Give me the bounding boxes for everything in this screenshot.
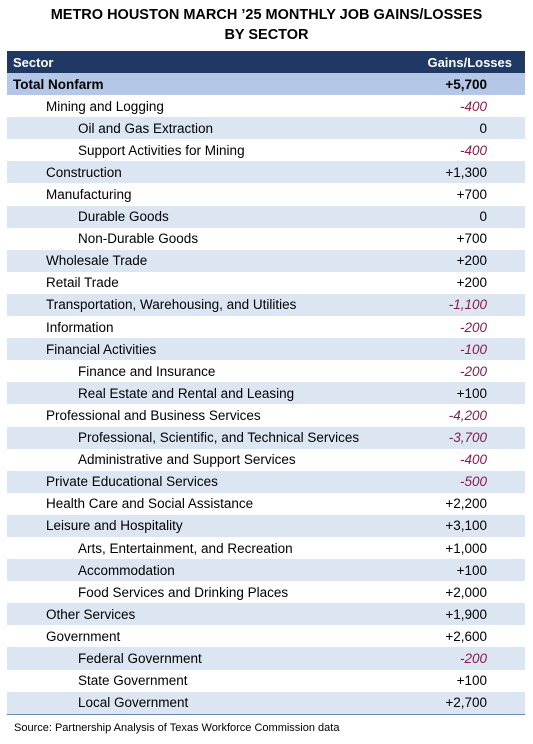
table-row: Construction +1,300 [7, 161, 525, 184]
sector-name: Leisure and Hospitality [46, 518, 183, 534]
page-title: METRO HOUSTON MARCH ’25 MONTHLY JOB GAIN… [0, 5, 533, 45]
sector-name: Administrative and Support Services [78, 452, 296, 468]
table-row: Administrative and Support Services -400 [7, 449, 525, 471]
gains-losses-value: -100 [459, 341, 487, 357]
table-row: Arts, Entertainment, and Recreation +1,00… [7, 537, 525, 559]
sector-name: Information [46, 319, 114, 335]
gains-losses-value: -1,100 [448, 297, 487, 313]
gains-losses-value: +100 [456, 562, 487, 578]
table-header: Sector Gains/Losses [7, 51, 525, 73]
gains-losses-value: -400 [459, 98, 487, 114]
table-row: Professional and Business Services -4,200 [7, 404, 525, 426]
table-row: Government +2,600 [7, 625, 525, 647]
table-row: Manufacturing +700 [7, 183, 525, 205]
table-row: Transportation, Warehousing, and Utiliti… [7, 293, 525, 317]
gains-losses-value: -200 [459, 319, 487, 335]
gains-losses-value: 0 [479, 120, 487, 136]
job-gains-table: Sector Gains/Losses Total Nonfarm +5,700 M… [7, 51, 525, 715]
title-line-1: METRO HOUSTON MARCH ’25 MONTHLY JOB GAIN… [50, 7, 483, 23]
table-row: Non-Durable Goods +700 [7, 228, 525, 250]
table-row: Support Activities for Mining -400 [7, 139, 525, 161]
gains-losses-value: +100 [456, 673, 487, 689]
gains-losses-value: +5,700 [445, 76, 487, 92]
table-row: Professional, Scientific, and Technical … [7, 426, 525, 449]
table-row: Wholesale Trade +200 [7, 249, 525, 272]
gains-losses-value: +100 [456, 385, 487, 401]
title-line-2: BY SECTOR [224, 27, 309, 43]
sector-name: Transportation, Warehousing, and Utiliti… [46, 297, 297, 313]
table-row: Information -200 [7, 316, 525, 338]
sector-name: Total Nonfarm [13, 76, 104, 92]
table-row: Financial Activities -100 [7, 338, 525, 361]
sector-name: Government [46, 628, 121, 644]
table-row: Retail Trade +200 [7, 272, 525, 294]
sector-name: Federal Government [78, 650, 202, 666]
gains-losses-value: +200 [456, 275, 487, 291]
sector-name: Support Activities for Mining [78, 142, 245, 158]
gains-losses-value: -400 [459, 142, 487, 158]
table-row: Oil and Gas Extraction 0 [7, 117, 525, 140]
header-sector: Sector [13, 54, 54, 70]
table-row: Total Nonfarm +5,700 [7, 73, 525, 96]
gains-losses-value: -500 [459, 474, 487, 490]
sector-name: Private Educational Services [46, 474, 218, 490]
table-row: Durable Goods 0 [7, 205, 525, 228]
table-row: Food Services and Drinking Places +2,000 [7, 581, 525, 603]
sector-name: Mining and Logging [46, 98, 164, 114]
sector-name: Manufacturing [46, 187, 132, 203]
table-row: Health Care and Social Assistance +2,200 [7, 493, 525, 515]
sector-name: Accommodation [78, 562, 175, 578]
sector-name: Other Services [46, 606, 136, 622]
sector-name: Oil and Gas Extraction [78, 120, 214, 136]
table-body: Total Nonfarm +5,700 Mining and Logging -40… [7, 73, 525, 714]
gains-losses-value: +2,700 [445, 695, 487, 711]
table-row: Real Estate and Rental and Leasing +100 [7, 382, 525, 405]
table-row: Mining and Logging -400 [7, 95, 525, 117]
gains-losses-value: 0 [479, 209, 487, 225]
gains-losses-value: -4,200 [448, 407, 487, 423]
header-gains-losses: Gains/Losses [427, 54, 512, 70]
gains-losses-value: -200 [459, 363, 487, 379]
gains-losses-value: -400 [459, 452, 487, 468]
gains-losses-value: +200 [456, 253, 487, 269]
gains-losses-value: +1,900 [445, 606, 487, 622]
sector-name: Arts, Entertainment, and Recreation [78, 540, 293, 556]
gains-losses-value: +1,300 [445, 164, 487, 180]
gains-losses-value: +2,600 [445, 628, 487, 644]
gains-losses-value: +700 [456, 231, 487, 247]
table-row: Federal Government -200 [7, 647, 525, 670]
gains-losses-value: +700 [456, 187, 487, 203]
table-row: State Government +100 [7, 670, 525, 692]
table-row: Private Educational Services -500 [7, 470, 525, 493]
sector-name: Wholesale Trade [46, 253, 148, 269]
table-row: Finance and Insurance -200 [7, 360, 525, 382]
sector-name: Real Estate and Rental and Leasing [78, 385, 295, 401]
table-row: Accommodation +100 [7, 559, 525, 582]
sector-name: Non-Durable Goods [78, 231, 199, 247]
gains-losses-value: +2,000 [445, 584, 487, 600]
sector-name: Construction [46, 164, 122, 180]
sector-name: Durable Goods [78, 209, 169, 225]
sector-name: Retail Trade [46, 275, 119, 291]
gains-losses-value: +3,100 [445, 518, 487, 534]
gains-losses-value: -3,700 [448, 430, 487, 446]
table-row: Local Government +2,700 [7, 691, 525, 714]
table-row: Other Services +1,900 [7, 603, 525, 626]
gains-losses-value: -200 [459, 650, 487, 666]
table-row: Leisure and Hospitality +3,100 [7, 514, 525, 537]
sector-name: State Government [78, 673, 188, 689]
sector-name: Professional, Scientific, and Technical … [78, 430, 360, 446]
sector-name: Food Services and Drinking Places [78, 584, 289, 600]
gains-losses-value: +2,200 [445, 496, 487, 512]
sector-name: Local Government [78, 695, 189, 711]
sector-name: Finance and Insurance [78, 363, 216, 379]
source-note: Source: Partnership Analysis of Texas Wo… [14, 722, 340, 734]
sector-name: Health Care and Social Assistance [46, 496, 254, 512]
sector-name: Professional and Business Services [46, 407, 261, 423]
sector-name: Financial Activities [46, 341, 157, 357]
gains-losses-value: +1,000 [445, 540, 487, 556]
